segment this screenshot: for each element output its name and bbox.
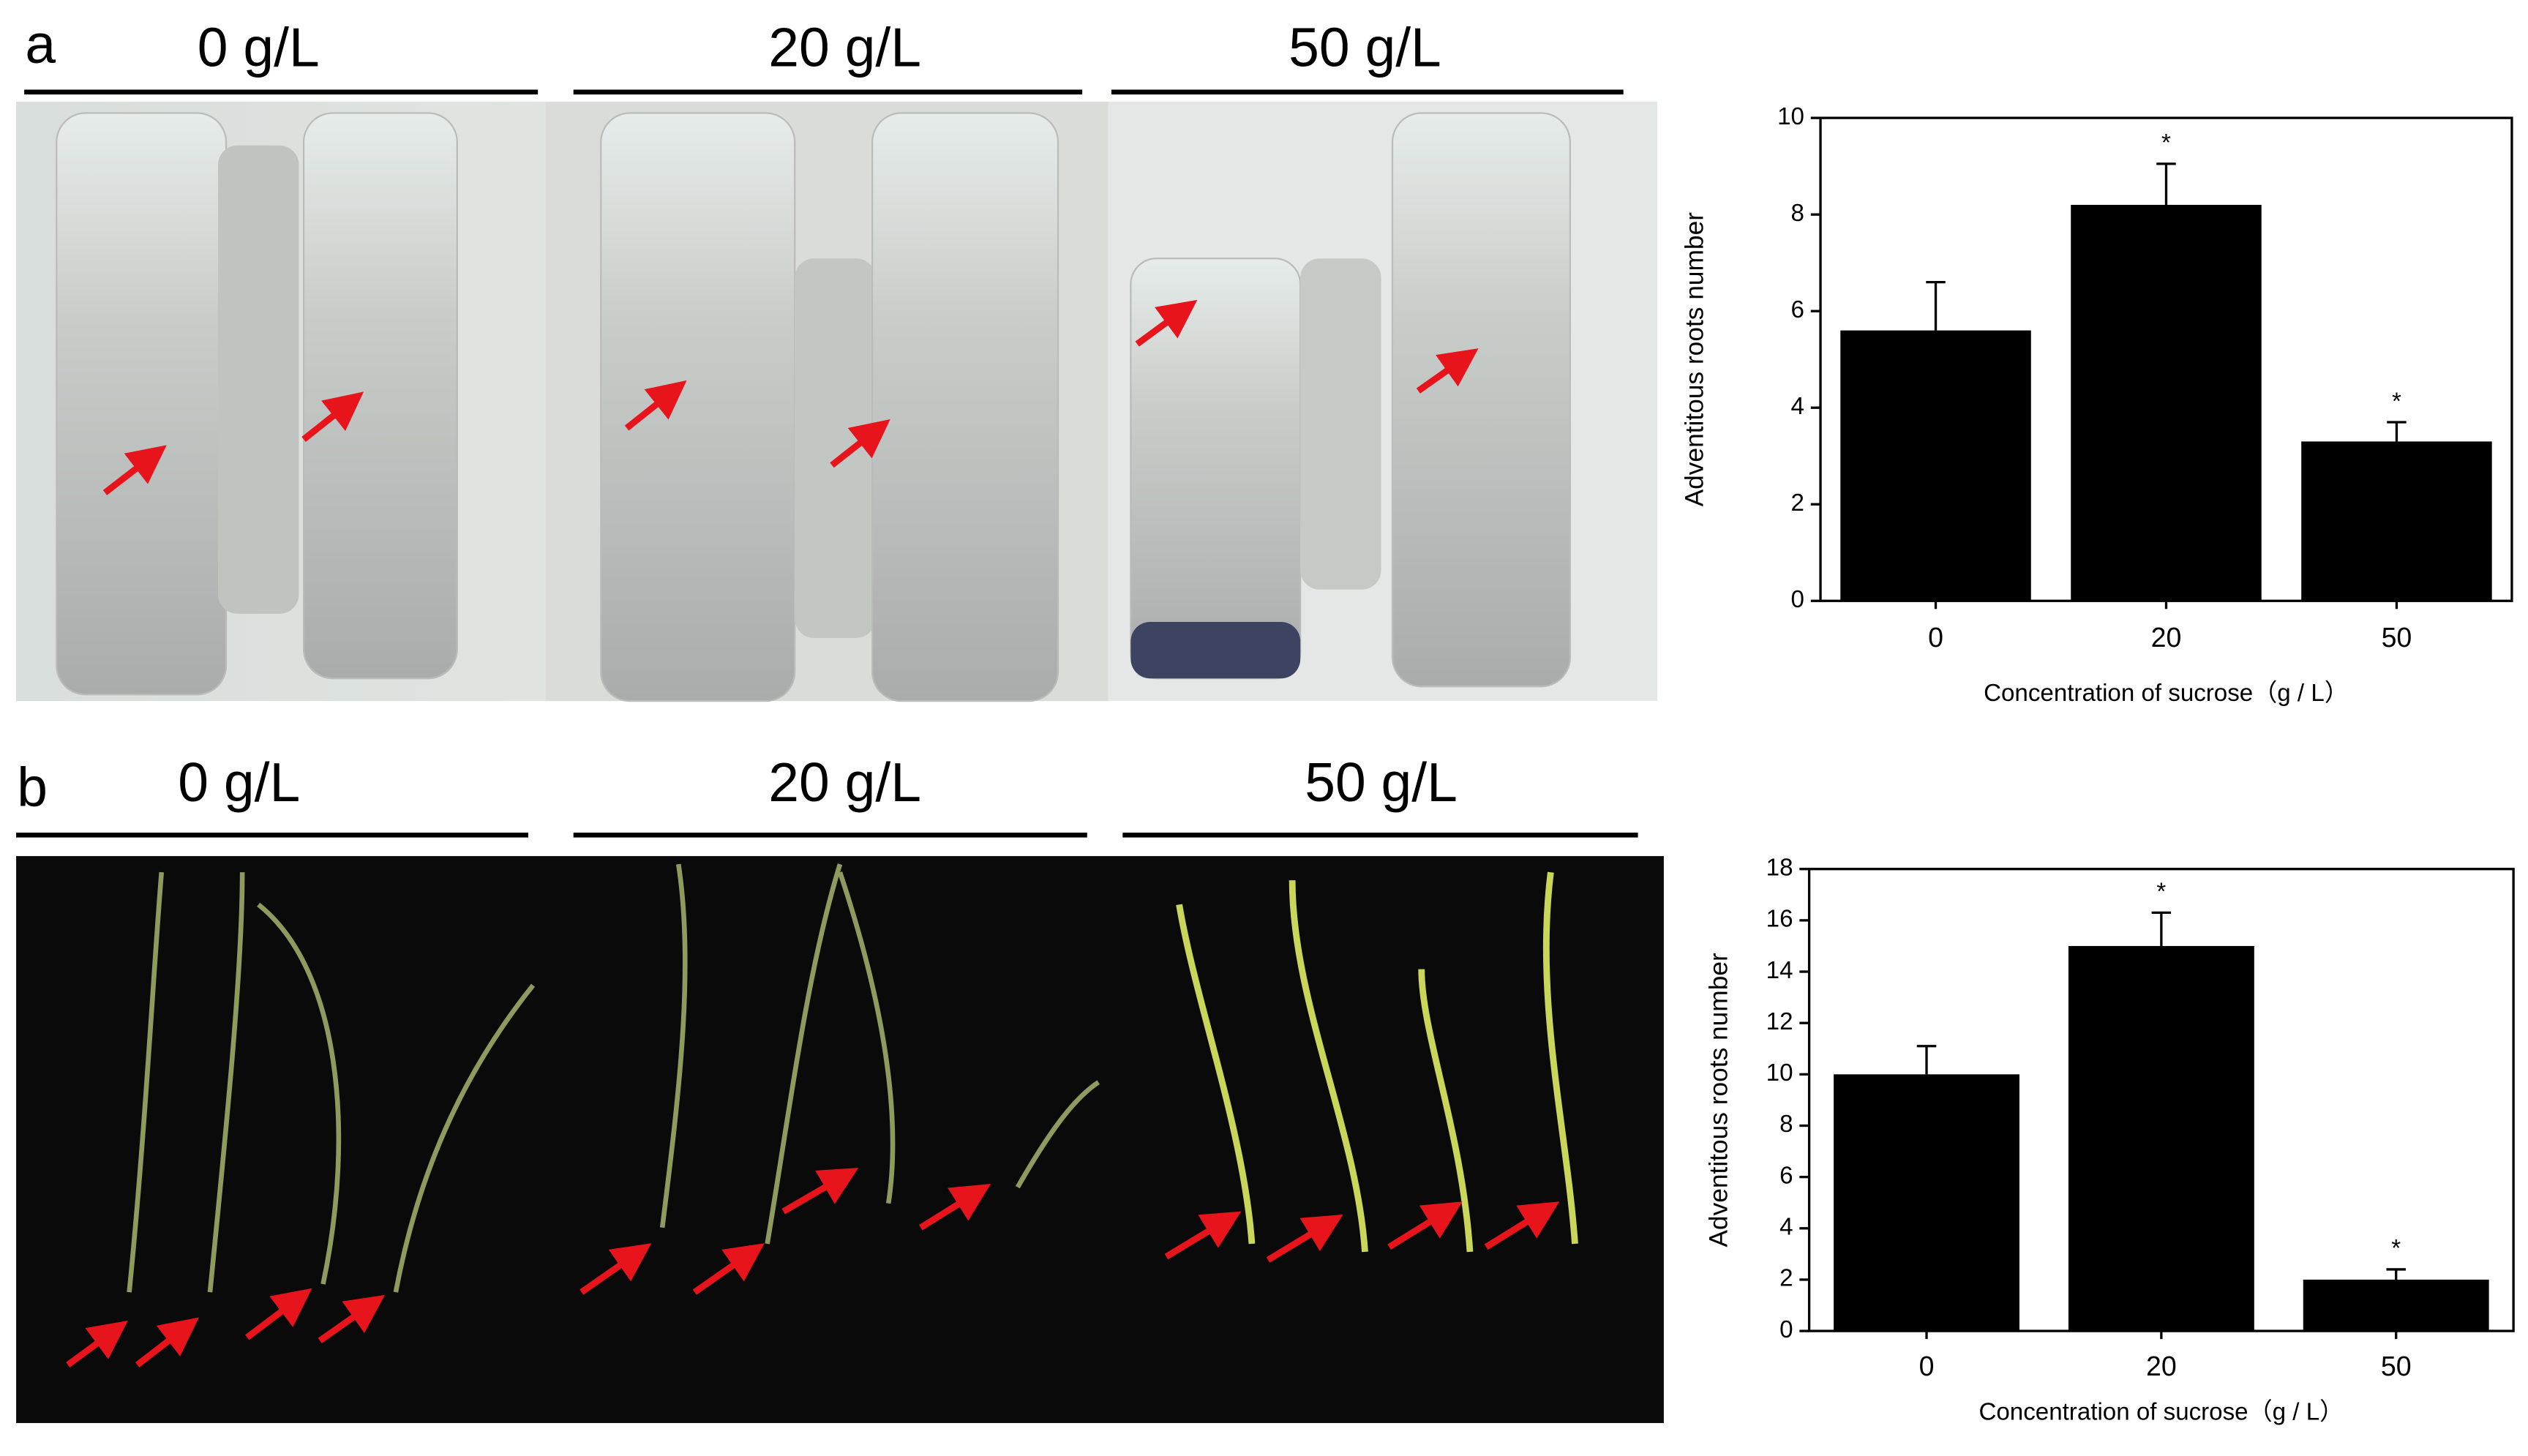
- x-tick-label: 50: [2381, 1351, 2412, 1381]
- significance-mark: *: [2156, 879, 2166, 906]
- significance-mark: *: [2161, 130, 2171, 157]
- bar: [2071, 204, 2262, 601]
- bar: [2068, 945, 2254, 1332]
- y-tick-label: 12: [1766, 1008, 1793, 1035]
- x-tick-label: 20: [2146, 1351, 2177, 1381]
- x-axis-label: Concentration of sucrose（g / L）: [1984, 680, 2349, 707]
- bar: [2303, 1279, 2489, 1332]
- y-tick-label: 6: [1779, 1162, 1793, 1189]
- y-axis-label: Adventitous roots number: [1680, 212, 1709, 507]
- group-label: 0 g/L: [178, 751, 300, 813]
- y-tick-label: 6: [1791, 296, 1804, 323]
- y-tick-label: 10: [1766, 1059, 1793, 1087]
- bar: [1834, 1074, 2019, 1332]
- x-tick-label: 50: [2382, 622, 2412, 653]
- y-tick-label: 8: [1779, 1111, 1793, 1138]
- group-label: 50 g/L: [1305, 751, 1458, 813]
- photo-a: [16, 102, 1658, 702]
- group-label: 20 g/L: [768, 16, 921, 78]
- y-tick-label: 4: [1779, 1214, 1793, 1241]
- significance-mark: *: [2391, 1235, 2401, 1262]
- bar: [2301, 441, 2492, 601]
- y-tick-label: 0: [1779, 1316, 1793, 1343]
- panel-label: a: [25, 13, 56, 75]
- y-tick-label: 14: [1766, 957, 1793, 984]
- y-tick-label: 2: [1779, 1265, 1793, 1292]
- panel-label: b: [17, 757, 48, 818]
- bar: [1840, 330, 2031, 601]
- y-tick-label: 4: [1791, 393, 1804, 420]
- significance-mark: *: [2392, 388, 2401, 415]
- x-tick-label: 0: [1928, 622, 1943, 653]
- y-tick-label: 0: [1791, 586, 1804, 613]
- photo-b: [16, 856, 1664, 1423]
- y-tick-label: 18: [1766, 854, 1793, 881]
- group-label: 20 g/L: [768, 751, 921, 813]
- group-label: 50 g/L: [1289, 16, 1441, 78]
- x-tick-label: 0: [1919, 1351, 1935, 1381]
- y-tick-label: 2: [1791, 489, 1804, 517]
- y-tick-label: 16: [1766, 906, 1793, 933]
- y-tick-label: 8: [1791, 200, 1804, 227]
- x-tick-label: 20: [2151, 622, 2182, 653]
- group-label: 0 g/L: [198, 16, 320, 78]
- x-axis-label: Concentration of sucrose（g / L）: [1978, 1398, 2344, 1425]
- y-tick-label: 10: [1777, 103, 1804, 130]
- y-axis-label: Adventitous roots number: [1704, 953, 1733, 1247]
